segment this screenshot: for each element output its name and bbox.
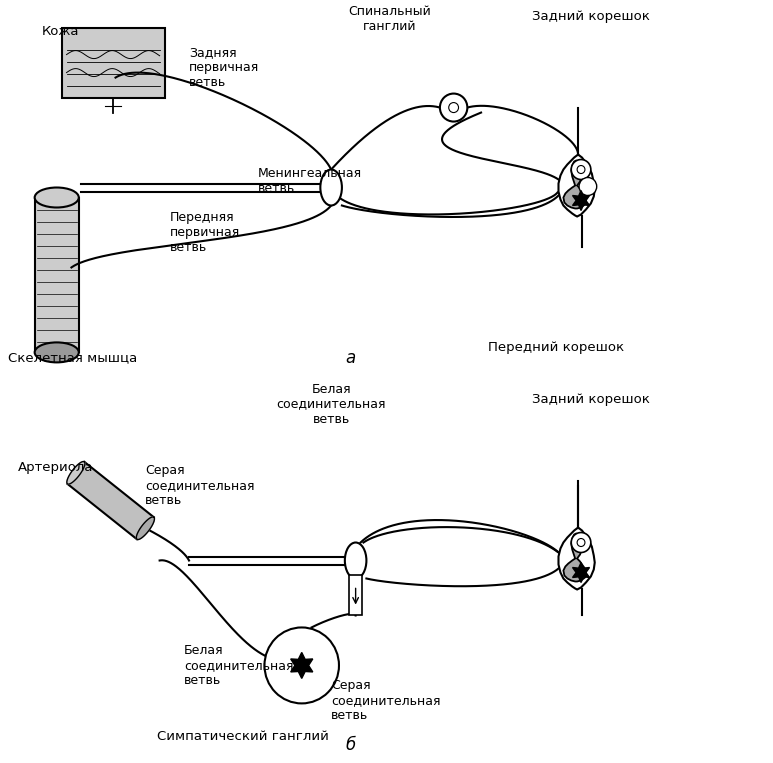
Ellipse shape bbox=[35, 188, 79, 208]
Text: Спинальный
ганглий: Спинальный ганглий bbox=[349, 5, 431, 33]
Polygon shape bbox=[564, 533, 586, 581]
Text: Задний корешок: Задний корешок bbox=[532, 10, 650, 23]
Text: Симпатический ганглий: Симпатический ганглий bbox=[157, 730, 329, 743]
Text: Белая
соединительная
ветвь: Белая соединительная ветвь bbox=[184, 644, 294, 687]
FancyBboxPatch shape bbox=[35, 198, 79, 353]
Circle shape bbox=[449, 102, 458, 113]
Circle shape bbox=[571, 533, 591, 552]
Polygon shape bbox=[66, 462, 85, 485]
Polygon shape bbox=[136, 517, 155, 539]
Text: Артериола: Артериола bbox=[18, 461, 93, 474]
Text: Передний корешок: Передний корешок bbox=[489, 341, 625, 354]
FancyBboxPatch shape bbox=[349, 575, 363, 616]
Circle shape bbox=[440, 94, 468, 121]
Text: Белая
соединительная
ветвь: Белая соединительная ветвь bbox=[277, 382, 386, 426]
Text: Задний корешок: Задний корешок bbox=[532, 393, 650, 406]
Circle shape bbox=[264, 627, 339, 703]
Text: Менингеальная
ветвь: Менингеальная ветвь bbox=[257, 166, 362, 195]
Text: Скелетная мышца: Скелетная мышца bbox=[8, 352, 137, 365]
Text: a: a bbox=[346, 349, 356, 368]
Ellipse shape bbox=[320, 169, 342, 205]
Text: Серая
соединительная
ветвь: Серая соединительная ветвь bbox=[145, 464, 254, 507]
Polygon shape bbox=[573, 191, 590, 211]
Polygon shape bbox=[291, 652, 313, 678]
Polygon shape bbox=[67, 462, 154, 539]
Circle shape bbox=[577, 166, 585, 173]
Circle shape bbox=[579, 178, 597, 195]
Circle shape bbox=[577, 539, 585, 546]
Text: Передняя
первичная
ветвь: Передняя первичная ветвь bbox=[169, 211, 240, 254]
Polygon shape bbox=[558, 527, 594, 590]
Polygon shape bbox=[558, 155, 594, 217]
Text: Серая
соединительная
ветвь: Серая соединительная ветвь bbox=[331, 679, 441, 722]
Text: Кожа: Кожа bbox=[42, 24, 80, 37]
Circle shape bbox=[571, 159, 591, 179]
FancyBboxPatch shape bbox=[62, 27, 165, 98]
Text: Задняя
первичная
ветвь: Задняя первичная ветвь bbox=[189, 46, 259, 89]
Text: б: б bbox=[346, 736, 356, 755]
Polygon shape bbox=[564, 160, 586, 208]
Ellipse shape bbox=[35, 343, 79, 362]
Polygon shape bbox=[573, 562, 590, 582]
Ellipse shape bbox=[345, 542, 366, 578]
